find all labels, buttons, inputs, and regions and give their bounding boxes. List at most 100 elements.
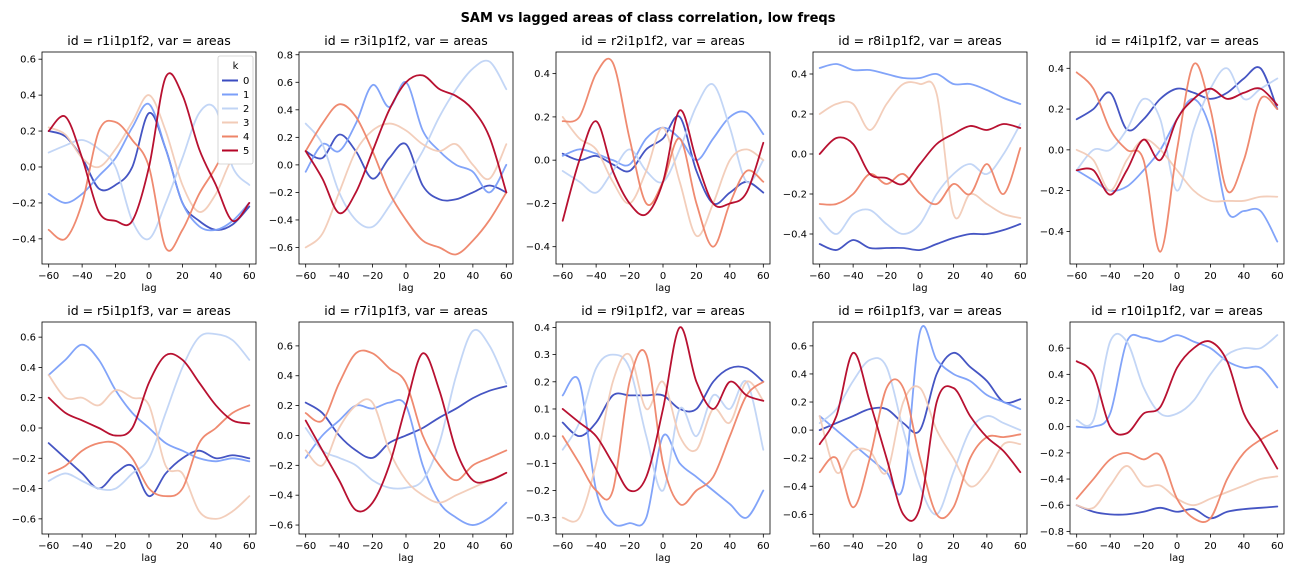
y-tick-label: 0.4: [1048, 370, 1064, 381]
y-tick-label: 0.6: [20, 55, 36, 66]
x-tick-label: 0: [660, 271, 666, 282]
y-tick-label: 0.8: [277, 50, 293, 61]
y-tick-label: 0.6: [20, 333, 36, 344]
x-tick-label: 0: [1174, 271, 1180, 282]
subplot-4: id = r8i1p1f2, var = areas −0.4 −0.2 0.0 0.2…: [783, 33, 1028, 294]
subplot-title: id = r4i1p1f2, var = areas: [1095, 33, 1259, 48]
legend-entry-label: 3: [243, 118, 249, 129]
x-tick-label: 0: [146, 271, 152, 282]
subplot-10: id = r10i1p1f2, var = areas −0.8 −0.6 −0.4 −…: [1040, 303, 1285, 564]
series-line-k0: [818, 351, 1022, 434]
series-group: [561, 57, 765, 248]
y-tick-label: 0.4: [791, 70, 807, 81]
x-tick-label: −20: [362, 541, 383, 552]
legend-entry-label: 5: [243, 146, 249, 157]
legend-entry-label: 4: [243, 132, 249, 143]
series-line-k5: [561, 109, 765, 222]
y-tick-label: −0.2: [783, 454, 807, 465]
x-tick-label: −60: [295, 271, 316, 282]
x-tick-label: 60: [757, 541, 770, 552]
x-tick-label: 40: [210, 271, 223, 282]
y-tick-label: 0.0: [20, 162, 36, 173]
y-tick-label: 0.0: [1048, 422, 1064, 433]
y-tick-label: −0.6: [783, 510, 807, 521]
series-group: [818, 325, 1022, 522]
series-line-k2: [1075, 332, 1279, 427]
subplot-title: id = r10i1p1f2, var = areas: [1091, 303, 1263, 318]
series-group: [304, 59, 508, 256]
series-line-k4: [561, 349, 765, 506]
legend: k0 1 2 3 4 5: [217, 55, 254, 165]
x-tick-label: 0: [403, 541, 409, 552]
series-line-k2: [818, 357, 1022, 516]
y-tick-label: 0.3: [534, 350, 550, 361]
x-tick-label: 20: [1204, 271, 1217, 282]
series-line-k1: [818, 325, 1022, 496]
series-line-k0: [304, 385, 508, 459]
subplot-9: id = r6i1p1f3, var = areas −0.6 −0.4 −0.2 0.…: [783, 303, 1028, 564]
figure-suptitle: SAM vs lagged areas of class correlation…: [461, 11, 836, 26]
x-tick-label: −20: [1133, 271, 1154, 282]
y-tick-label: −0.2: [269, 461, 293, 472]
y-tick-label: 0.4: [534, 323, 550, 334]
x-axis-label: lag: [655, 283, 670, 294]
x-tick-label: −20: [105, 271, 126, 282]
series-line-k2: [561, 353, 765, 492]
x-tick-label: 20: [433, 271, 446, 282]
y-tick-label: −0.4: [526, 242, 550, 253]
x-tick-label: 40: [981, 271, 994, 282]
y-tick-label: 0.4: [20, 363, 36, 374]
x-tick-label: −60: [1066, 541, 1087, 552]
x-tick-label: −20: [619, 271, 640, 282]
x-tick-label: 60: [1014, 271, 1027, 282]
y-tick-label: 0.0: [534, 432, 550, 443]
axes-frame: [812, 321, 1028, 535]
subplot-2: id = r3i1p1f2, var = areas −0.6 −0.4 −0.2 0.…: [269, 33, 514, 294]
series-line-k4: [1075, 62, 1279, 253]
y-tick-label: −0.2: [12, 454, 36, 465]
y-tick-label: −0.4: [269, 491, 293, 502]
subplot-title: id = r5i1p1f3, var = areas: [67, 303, 231, 318]
series-group: [561, 326, 765, 527]
x-tick-label: 60: [500, 541, 513, 552]
subplot-title: id = r1i1p1f2, var = areas: [67, 33, 231, 48]
x-tick-label: 40: [1238, 541, 1251, 552]
x-tick-label: 20: [176, 541, 189, 552]
y-tick-label: −0.4: [783, 230, 807, 241]
x-tick-label: −20: [1133, 541, 1154, 552]
y-tick-label: −0.4: [783, 482, 807, 493]
y-tick-label: 0.4: [20, 91, 36, 102]
x-tick-label: 60: [1271, 541, 1284, 552]
y-tick-label: 0.2: [20, 393, 36, 404]
y-tick-label: −0.2: [783, 190, 807, 201]
y-tick-label: −0.4: [12, 484, 36, 495]
x-tick-label: 20: [1204, 541, 1217, 552]
series-line-k0: [1075, 66, 1279, 132]
x-tick-label: 0: [917, 271, 923, 282]
subplot-8: id = r9i1p1f2, var = areas −0.3 −0.2 −0.1 0.…: [526, 303, 771, 564]
x-tick-label: −20: [362, 271, 383, 282]
series-line-k5: [1075, 340, 1279, 470]
y-tick-label: 0.0: [277, 160, 293, 171]
series-line-k2: [1075, 67, 1279, 192]
y-tick-label: −0.6: [1040, 501, 1064, 512]
y-tick-label: −0.2: [1040, 448, 1064, 459]
y-tick-label: −0.1: [526, 459, 550, 470]
y-tick-label: −0.3: [526, 513, 550, 524]
series-line-k1: [47, 343, 251, 463]
x-axis-label: lag: [655, 553, 670, 564]
subplot-title: id = r8i1p1f2, var = areas: [838, 33, 1002, 48]
series-line-k5: [304, 74, 508, 215]
subplot-grid: id = r1i1p1f2, var = areas −0.4 −0.2 0.0 0.2…: [12, 33, 1285, 564]
series-line-k3: [561, 352, 765, 523]
x-axis-label: lag: [141, 283, 156, 294]
x-tick-label: 20: [947, 541, 960, 552]
x-tick-label: 40: [1238, 271, 1251, 282]
x-tick-label: 60: [500, 271, 513, 282]
y-tick-label: −0.6: [12, 514, 36, 525]
subplot-title: id = r3i1p1f2, var = areas: [324, 33, 488, 48]
series-group: [47, 332, 251, 520]
x-tick-label: 40: [724, 271, 737, 282]
series-line-k5: [47, 352, 251, 437]
